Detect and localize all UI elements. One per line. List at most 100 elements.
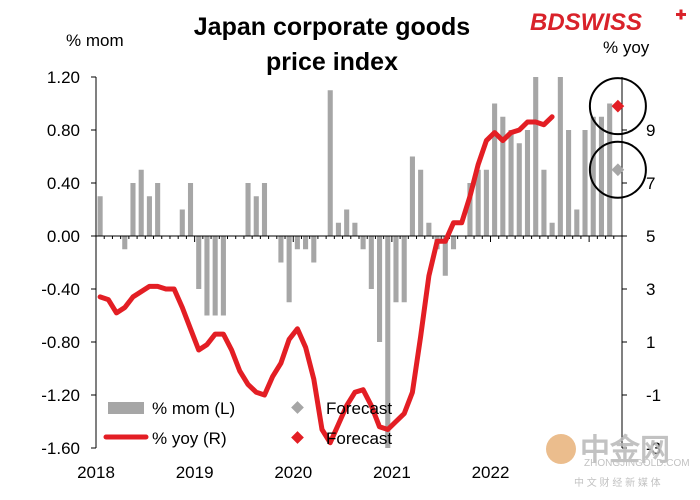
year-label: 2019 (176, 463, 214, 482)
mom-bar (155, 183, 161, 236)
mom-bar (541, 169, 547, 236)
mom-bar (524, 130, 531, 236)
mom-bar (294, 236, 300, 250)
mom-bar (327, 90, 333, 236)
yoy-line (97, 114, 555, 446)
mom-bar (393, 236, 399, 303)
left-tick-label: -0.40 (41, 280, 80, 299)
mom-bar (566, 130, 572, 236)
axes: 1.20 0.80 0.40 0.00 -0.40 -0.80 -1.20 -1.60 9 7 5 3… (41, 68, 661, 482)
watermark-sub: 中 文 财 经 新 媒 体 (574, 476, 661, 489)
mom-bar (549, 222, 555, 236)
logo-plus-v (679, 9, 683, 20)
right-tick-label: 9 (646, 121, 655, 140)
chart-title-line-2: price index (266, 48, 398, 76)
legend-swatch-mom (108, 402, 144, 414)
mom-bar (483, 169, 489, 236)
right-tick-label: 7 (646, 174, 655, 193)
watermark: 中金网 ZHONGJINGOLD.COM 中 文 财 经 新 媒 体 (546, 433, 690, 489)
legend-label-forecast-red: Forecast (326, 429, 392, 448)
right-tick-label: -3 (646, 439, 661, 458)
legend-swatch-forecast-grey (291, 401, 304, 414)
mom-bar (376, 236, 383, 342)
mom-bar (574, 209, 580, 236)
watermark-cn: 中金网 (580, 433, 670, 467)
legend: % mom (L) % yoy (R) Forecast Forecast (103, 399, 392, 448)
mom-bar (212, 236, 218, 316)
mom-bar (303, 236, 309, 250)
mom-bar (360, 236, 366, 250)
year-label: 2021 (373, 463, 411, 482)
mom-bar (138, 169, 144, 236)
left-tick-label: -0.80 (41, 333, 80, 352)
mom-bar (261, 183, 268, 236)
left-tick-label: 0.00 (47, 227, 80, 246)
left-tick-label: 1.20 (47, 68, 80, 87)
forecast-highlight-circle-grey (588, 140, 647, 199)
mom-bar (475, 169, 481, 236)
year-label: 2020 (274, 463, 312, 482)
left-tick-label: -1.20 (41, 386, 80, 405)
right-axis-unit: % yoy (603, 38, 650, 57)
mom-bar (598, 116, 605, 236)
left-tick-label: -1.60 (41, 439, 80, 458)
logo-text: BDSWISS (530, 9, 642, 36)
mom-bar (607, 103, 613, 236)
legend-swatch-forecast-red (291, 431, 304, 444)
mom-bar (557, 77, 563, 236)
mom-bar (442, 236, 448, 276)
right-tick-label: -1 (646, 386, 661, 405)
year-label: 2022 (472, 463, 510, 482)
mom-bar (311, 236, 317, 263)
mom-bar (146, 196, 152, 236)
mom-bar (204, 236, 210, 316)
legend-label-mom: % mom (L) (152, 399, 235, 418)
mom-bar (467, 183, 473, 236)
mom-bar (418, 169, 424, 236)
left-axis-unit: % mom (66, 31, 124, 50)
mom-bar (196, 236, 202, 289)
mom-bar (130, 183, 136, 236)
mom-bar (401, 236, 407, 303)
watermark-url: ZHONGJINGOLD.COM (584, 458, 690, 469)
mom-bar (450, 236, 457, 250)
legend-label-yoy: % yoy (R) (152, 429, 227, 448)
mom-bar (187, 183, 194, 236)
forecast-markers (588, 77, 647, 199)
mom-bar (179, 209, 185, 236)
mom-bars (97, 77, 613, 448)
watermark-coin-icon (546, 434, 576, 464)
mom-bar (500, 116, 506, 236)
right-tick-label: 5 (646, 227, 655, 246)
mom-bar (508, 130, 514, 236)
legend-label-forecast-grey: Forecast (326, 399, 392, 418)
mom-bar (286, 236, 292, 303)
mom-bar (335, 222, 342, 236)
mom-bar (344, 209, 350, 236)
mom-bar (122, 236, 128, 250)
mom-bar (492, 103, 498, 236)
forecast-highlight-circle-red (588, 77, 647, 136)
mom-bar (409, 156, 415, 236)
year-label: 2018 (77, 463, 115, 482)
mom-bar (352, 222, 358, 236)
bdswiss-logo: BDSWISS (530, 9, 686, 36)
left-tick-label: 0.80 (47, 121, 80, 140)
mom-bar (582, 130, 588, 236)
mom-bar (385, 236, 391, 448)
mom-bar (253, 196, 259, 236)
mom-bar (278, 236, 284, 263)
mom-bar (426, 222, 432, 236)
mom-bar (245, 183, 251, 236)
mom-bar (97, 196, 103, 236)
mom-bar (516, 143, 522, 236)
left-tick-label: 0.40 (47, 174, 80, 193)
mom-bar (533, 77, 539, 236)
mom-bar (590, 116, 596, 236)
chart-title-line-1: Japan corporate goods (194, 13, 470, 41)
mom-bar (220, 236, 226, 316)
right-tick-label: 3 (646, 280, 655, 299)
right-tick-label: 1 (646, 333, 655, 352)
mom-bar (368, 236, 374, 289)
